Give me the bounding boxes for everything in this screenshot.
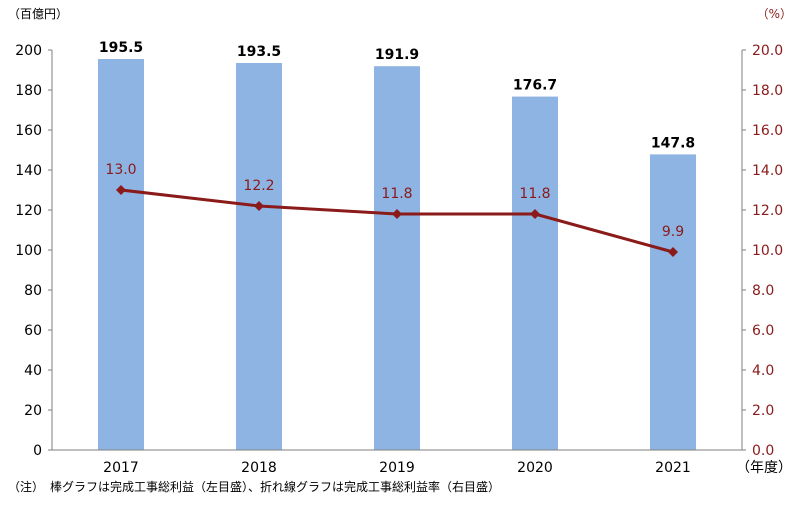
left-axis-ticks: 0 20 40 60 80 100 120 140 160 180 200 — [15, 43, 52, 459]
right-tick-label: 6.0 — [752, 323, 774, 339]
bar — [98, 59, 144, 450]
left-tick-label: 180 — [15, 83, 42, 99]
right-tick-label: 10.0 — [752, 243, 783, 259]
right-axis-unit: （%） — [757, 7, 792, 21]
axes — [51, 50, 743, 451]
left-tick-label: 200 — [15, 43, 42, 59]
right-axis-ticks: 0.0 2.0 4.0 6.0 8.0 10.0 12.0 14.0 16.0 18.0 20.0 — [742, 43, 783, 459]
bar-series — [98, 59, 696, 450]
left-tick-label: 60 — [24, 323, 42, 339]
bar — [236, 63, 282, 450]
line-value-label: 12.2 — [243, 178, 274, 194]
x-tick-label: 2019 — [379, 460, 415, 476]
bar-value-label: 191.9 — [375, 47, 419, 63]
x-tick-label: 2018 — [241, 460, 277, 476]
right-tick-label: 12.0 — [752, 203, 783, 219]
bar-value-label: 195.5 — [99, 40, 143, 56]
left-tick-label: 80 — [24, 283, 42, 299]
left-tick-label: 160 — [15, 123, 42, 139]
right-tick-label: 18.0 — [752, 83, 783, 99]
bar — [650, 154, 696, 450]
left-tick-label: 0 — [33, 443, 42, 459]
line-value-label: 11.8 — [519, 186, 550, 202]
left-tick-label: 40 — [24, 363, 42, 379]
left-axis-unit: （百億円） — [8, 7, 68, 21]
x-tick-label: 2021 — [655, 460, 691, 476]
right-tick-label: 14.0 — [752, 163, 783, 179]
bar-value-label: 193.5 — [237, 44, 281, 60]
line-point — [668, 247, 678, 257]
line-value-label: 11.8 — [381, 186, 412, 202]
bar-value-label: 147.8 — [651, 135, 695, 151]
line-series — [116, 185, 678, 257]
bar-value-label: 176.7 — [513, 78, 557, 94]
line-point — [392, 209, 402, 219]
bar-value-labels: 195.5 193.5 191.9 176.7 147.8 — [99, 40, 695, 151]
x-axis-ticks: 2017 2018 2019 2020 2021 — [103, 460, 691, 476]
x-tick-label: 2020 — [517, 460, 553, 476]
line-point — [116, 185, 126, 195]
bar — [512, 96, 558, 450]
x-tick-label: 2017 — [103, 460, 139, 476]
right-tick-label: 8.0 — [752, 283, 774, 299]
left-tick-label: 100 — [15, 243, 42, 259]
right-tick-label: 2.0 — [752, 403, 774, 419]
right-tick-label: 0.0 — [752, 443, 774, 459]
left-tick-label: 140 — [15, 163, 42, 179]
line-value-labels: 13.0 12.2 11.8 11.8 9.9 — [105, 162, 684, 240]
line-value-label: 9.9 — [662, 224, 684, 240]
left-tick-label: 20 — [24, 403, 42, 419]
line-point — [530, 209, 540, 219]
right-tick-label: 16.0 — [752, 123, 783, 139]
footnote: （注） 棒グラフは完成工事総利益（左目盛）、折れ線グラフは完成工事総利益率（右目… — [8, 479, 500, 494]
line-value-label: 13.0 — [105, 162, 136, 178]
left-tick-label: 120 — [15, 203, 42, 219]
right-tick-label: 20.0 — [752, 43, 783, 59]
line-point — [254, 201, 264, 211]
right-tick-label: 4.0 — [752, 363, 774, 379]
bar — [374, 66, 420, 450]
x-axis-unit: （年度） — [736, 460, 792, 476]
